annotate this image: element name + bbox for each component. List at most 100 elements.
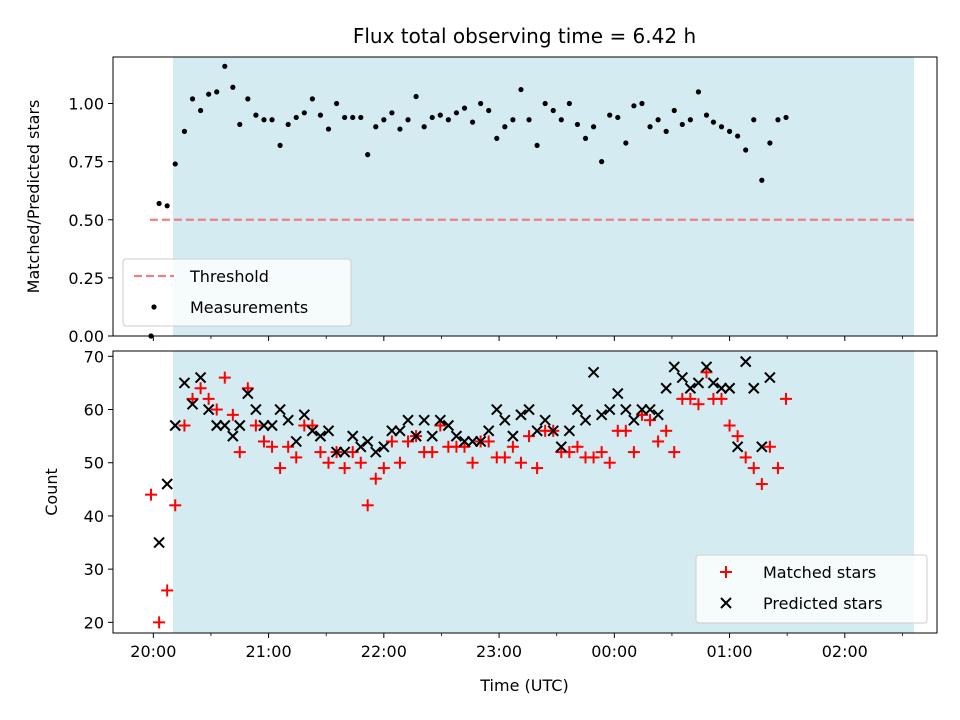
matched-star-point [660, 424, 673, 437]
measurement-point [237, 121, 243, 128]
measurement-point [358, 114, 364, 121]
matched-star-point [338, 462, 351, 475]
predicted-star-point [290, 435, 302, 448]
predicted-star-point [450, 430, 463, 442]
predicted-star-point [731, 441, 744, 453]
predicted-star-point [194, 371, 207, 384]
measurement-point [687, 117, 693, 123]
measurement-point [518, 86, 524, 93]
count-legend: Matched stars Predicted stars [695, 554, 928, 624]
measurement-point [663, 128, 669, 134]
measurement-point [718, 124, 725, 130]
predicted-star-point [531, 425, 543, 437]
measurement-point [647, 124, 653, 130]
predicted-star-point [644, 403, 656, 416]
predicted-star-point [620, 403, 632, 416]
predicted-star-point [234, 419, 246, 432]
matched-star-point [723, 419, 736, 432]
measurement-point [325, 126, 332, 132]
matched-star-point [257, 435, 270, 448]
legend-predicted-label: Predicted stars [763, 594, 883, 613]
matched-star-point [715, 392, 728, 405]
measurement-point [317, 112, 324, 118]
predicted-star-point [668, 361, 680, 373]
predicted-star-point [723, 382, 736, 394]
measurement-point [269, 117, 275, 123]
measurement-point [510, 117, 516, 123]
matched-star-point [194, 382, 207, 395]
panel-count: 20 30 40 50 60 70 20:00 21:00 22:00 23:00 00:00 01… [42, 347, 938, 695]
measurement-point [365, 152, 371, 158]
predicted-star-point [547, 425, 559, 437]
predicted-star-point [410, 430, 422, 442]
measurement-point [542, 100, 548, 107]
measurement-point [574, 121, 581, 128]
measurement-point [695, 89, 702, 95]
predicted-star-point [347, 430, 359, 442]
count-y-tick-label: 50 [84, 454, 104, 473]
measurement-point [615, 114, 621, 121]
matched-star-point [145, 488, 158, 501]
count-y-ticks: 20 30 40 50 60 70 [84, 347, 113, 632]
predicted-star-point [378, 441, 390, 453]
measurement-point [735, 133, 741, 139]
x-tick-label: 02:00 [822, 642, 868, 661]
measurement-point [261, 117, 267, 123]
legend-matched-swatch [720, 566, 732, 578]
predicted-star-point [338, 446, 351, 458]
measurement-point [453, 110, 460, 116]
predicted-star-point [482, 425, 495, 437]
count-x-ticks: 20:00 21:00 22:00 23:00 00:00 01:00 02:00 [130, 633, 903, 661]
x-tick-label: 23:00 [476, 642, 522, 661]
matched-star-point [514, 456, 527, 469]
predicted-star-point [474, 435, 487, 448]
measurement-point [172, 161, 178, 167]
matched-star-point [233, 446, 246, 459]
measurement-point [743, 147, 749, 153]
predicted-star-point [282, 414, 294, 426]
matched-star-point [668, 446, 681, 459]
measurement-point [671, 107, 677, 114]
measurement-point [623, 140, 629, 146]
predicted-star-point [250, 403, 262, 416]
measurement-point [783, 114, 789, 121]
matched-star-point [322, 456, 335, 469]
measurement-point [703, 112, 710, 118]
measurement-point [631, 103, 637, 109]
predicted-star-point [361, 435, 374, 448]
matched-star-point [354, 456, 367, 469]
matched-star-point [627, 446, 640, 459]
ratio-y-tick-label: 0.00 [68, 327, 104, 346]
matched-star-point [482, 435, 495, 448]
predicted-star-point [418, 414, 430, 426]
predicted-star-point [499, 414, 511, 426]
legend-measurements-label: Measurements [190, 298, 308, 317]
measurement-point [230, 84, 236, 90]
measurement-point [301, 110, 307, 116]
matched-star-point [739, 451, 752, 464]
matched-star-point [731, 430, 744, 443]
predicted-star-point [219, 419, 231, 432]
predicted-star-point [169, 419, 181, 432]
predicted-star-point [178, 377, 191, 389]
measurement-point [156, 200, 162, 207]
ratio-y-tick-label: 0.50 [68, 211, 104, 230]
count-y-tick-label: 70 [84, 347, 104, 366]
measurement-point [429, 114, 435, 121]
predicted-star-point [692, 377, 705, 389]
matched-star-point [619, 424, 632, 437]
matched-star-point [218, 371, 231, 384]
ratio-y-ticks: 0.00 0.25 0.50 0.75 1.00 [68, 95, 113, 346]
ratio-legend: Threshold Measurements [122, 258, 352, 327]
measurement-point [285, 121, 291, 128]
measurement-point [413, 93, 419, 100]
legend-measurements-swatch [151, 304, 157, 310]
measurement-point [309, 96, 315, 102]
matched-star-point [314, 446, 327, 459]
matched-star-point [266, 440, 279, 453]
count-y-tick-label: 40 [84, 507, 104, 526]
predicted-star-point [603, 403, 616, 416]
measurement-point [214, 89, 220, 95]
matched-star-point [153, 616, 166, 629]
